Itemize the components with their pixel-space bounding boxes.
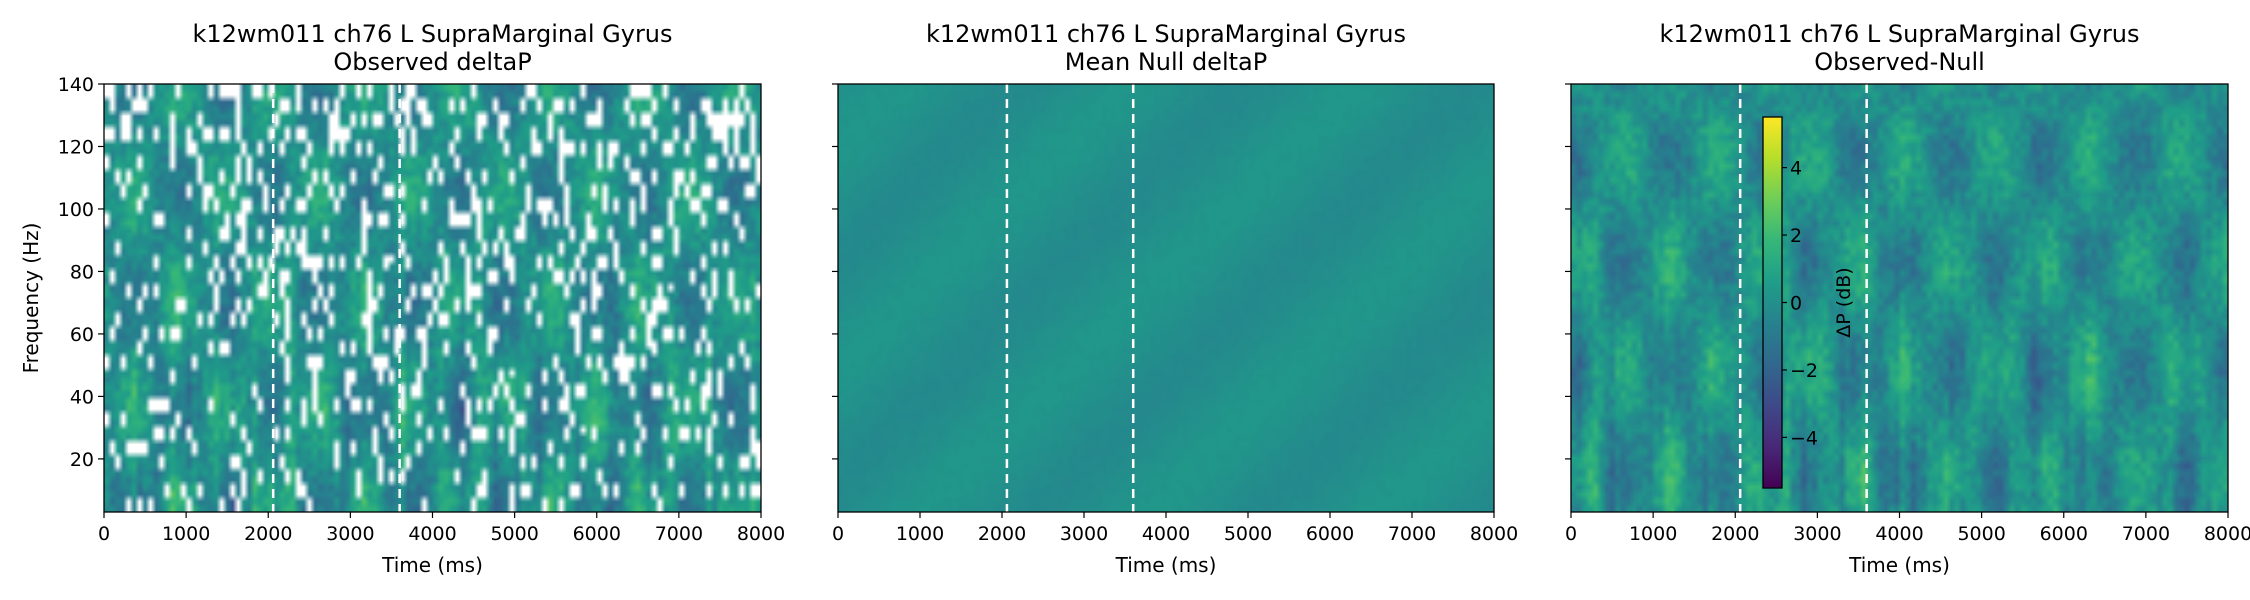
colorbar-tick-label: −2 <box>1790 360 1818 382</box>
y-tick-label: 80 <box>70 261 94 283</box>
x-tick-label: 7000 <box>655 523 703 545</box>
chart-subtitle: Observed-Null <box>1814 48 1985 76</box>
x-tick-label: 3000 <box>1793 523 1841 545</box>
x-tick-label: 3000 <box>326 523 374 545</box>
y-tick-label: 120 <box>58 136 94 158</box>
colorbar: 4 2 0 −2 −4 ΔP (dB) <box>1762 116 1855 489</box>
heatmap-image <box>1571 84 2228 512</box>
x-tick-label: 7000 <box>2122 523 2170 545</box>
y-tick-label: 20 <box>70 449 94 471</box>
y-tick-label: 100 <box>58 199 94 221</box>
panel-1: 0 1000 2000 3000 4000 5000 6000 7000 8000 20 40 60 8… <box>19 20 785 577</box>
x-axis-label: Time (ms) <box>1848 553 1950 577</box>
x-tick-label: 0 <box>98 523 110 545</box>
x-tick-label: 4000 <box>1142 523 1190 545</box>
x-tick-label: 3000 <box>1060 523 1108 545</box>
panel-3: 0 1000 2000 3000 4000 5000 6000 7000 8000 k12wm01… <box>1565 20 2250 577</box>
x-tick-label: 8000 <box>2204 523 2250 545</box>
chart-title: k12wm011 ch76 L SupraMarginal Gyrus <box>926 20 1406 48</box>
x-tick-label: 0 <box>1565 523 1577 545</box>
x-tick-label: 1000 <box>162 523 210 545</box>
chart-title: k12wm011 ch76 L SupraMarginal Gyrus <box>192 20 672 48</box>
x-tick-label: 2000 <box>244 523 292 545</box>
heatmap-image <box>838 84 1494 512</box>
x-tick-label: 4000 <box>1875 523 1923 545</box>
y-tick-label: 40 <box>70 386 94 408</box>
y-tick-label: 60 <box>70 324 94 346</box>
x-tick-label: 8000 <box>737 523 785 545</box>
x-axis-label: Time (ms) <box>381 553 483 577</box>
x-tick-label: 2000 <box>1711 523 1759 545</box>
x-tick-label: 0 <box>832 523 844 545</box>
x-tick-label: 1000 <box>1629 523 1677 545</box>
chart-subtitle: Observed deltaP <box>333 48 531 76</box>
x-tick-label: 6000 <box>2040 523 2088 545</box>
x-axis-label: Time (ms) <box>1115 553 1217 577</box>
y-axis-label: Frequency (Hz) <box>19 223 43 374</box>
heatmap-image <box>104 84 761 512</box>
colorbar-label: ΔP (dB) <box>1833 267 1855 337</box>
colorbar-tick-label: 4 <box>1790 158 1802 180</box>
x-tick-label: 2000 <box>978 523 1026 545</box>
x-tick-label: 1000 <box>896 523 944 545</box>
chart-subtitle: Mean Null deltaP <box>1065 48 1267 76</box>
x-tick-label: 8000 <box>1470 523 1518 545</box>
x-tick-label: 5000 <box>490 523 538 545</box>
x-tick-label: 5000 <box>1224 523 1272 545</box>
x-tick-label: 5000 <box>1957 523 2005 545</box>
panel-2: 0 1000 2000 3000 4000 5000 6000 7000 8000 k12wm01… <box>832 20 1518 577</box>
colorbar-tick-label: −4 <box>1790 427 1818 449</box>
x-tick-label: 7000 <box>1388 523 1436 545</box>
y-tick-label: 140 <box>58 74 94 96</box>
x-tick-label: 6000 <box>573 523 621 545</box>
colorbar-tick-label: 0 <box>1790 293 1802 315</box>
x-tick-label: 4000 <box>408 523 456 545</box>
colorbar-tick-label: 2 <box>1790 225 1802 247</box>
chart-title: k12wm011 ch76 L SupraMarginal Gyrus <box>1659 20 2139 48</box>
x-tick-label: 6000 <box>1306 523 1354 545</box>
colorbar-gradient <box>1762 116 1783 489</box>
